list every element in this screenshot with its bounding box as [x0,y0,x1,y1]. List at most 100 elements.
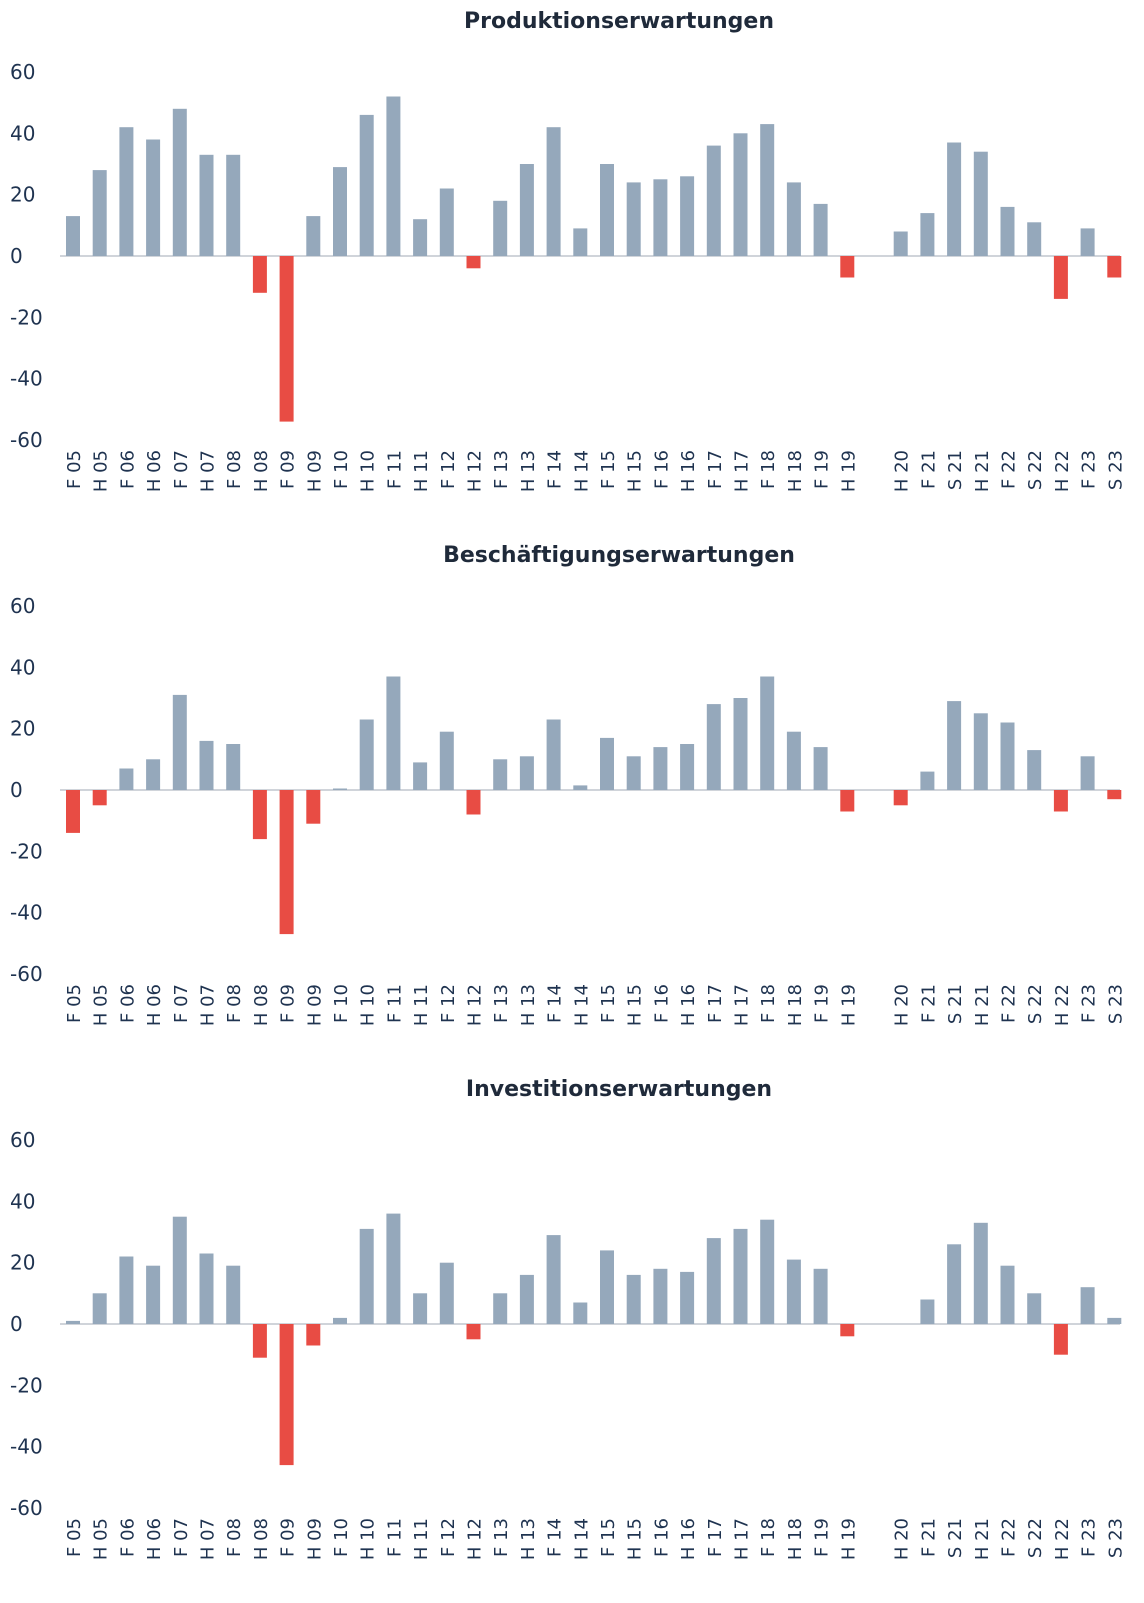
x-tick-label: H 15 [625,984,646,1026]
bar-H-20 [893,231,908,256]
x-tick-label: F 07 [171,984,192,1023]
x-tick-label: H 08 [251,450,272,492]
x-tick-label: F 22 [999,450,1020,489]
x-tick-label: S 22 [1025,984,1046,1024]
x-tick-label: F 10 [331,450,352,489]
x-tick-label: H 18 [785,1518,806,1560]
bar-F-17 [706,704,721,790]
x-tick-label: F 22 [999,1518,1020,1557]
y-tick-label: 60 [10,60,35,84]
bar-F-13 [493,200,508,256]
bar-F-12 [439,188,454,256]
bar-F-07 [172,694,187,790]
bar-H-14 [573,785,588,790]
bar-S-21 [947,1244,962,1324]
bar-F-18 [760,676,775,790]
x-tick-label: F 16 [651,1518,672,1557]
y-tick-label: 40 [10,1189,35,1213]
x-tick-label: H 22 [1052,1518,1073,1560]
bar-S-21 [947,142,962,256]
bar-H-15 [626,1274,641,1324]
x-tick-label: F 13 [491,984,512,1023]
bar-F-12 [439,731,454,790]
bar-H-15 [626,182,641,256]
bar-H-05 [92,790,107,806]
x-tick-label: H 21 [972,1518,993,1560]
bar-F-19 [813,747,828,790]
x-tick-label: F 22 [999,984,1020,1023]
x-tick-label: F 18 [758,450,779,489]
bar-F-11 [386,1213,401,1324]
x-tick-label: S 23 [1105,984,1126,1024]
bar-H-21 [973,713,988,790]
x-tick-label: F 12 [438,450,459,489]
chart-3: Investitionserwartungen 60 40 20 0 -20 -40 -60 F… [10,1077,1126,1560]
chart-2: Beschäftigungserwartungen 60 40 20 0 -20 -40 -6… [10,543,1126,1026]
bar-S-22 [1027,222,1042,256]
bar-S-23 [1107,256,1122,278]
x-tick-label: H 05 [91,1518,112,1560]
bar-F-06 [119,1256,134,1324]
bar-F-05 [66,790,80,833]
x-tick-label: F 08 [224,1518,245,1557]
bar-F-21 [920,1299,935,1324]
y-tick-label: -60 [10,428,43,452]
x-tick-label: H 15 [625,1518,646,1560]
x-tick-label: H 20 [892,1518,913,1560]
bar-H-06 [146,139,161,256]
bar-H-21 [973,151,988,256]
x-tick-label: F 14 [545,450,566,489]
x-tick-label: H 13 [518,1518,539,1560]
x-tick-label: F 19 [812,450,833,489]
x-tick-label: H 12 [465,984,486,1026]
x-tick-label: F 07 [171,1518,192,1557]
y-tick-label: 40 [10,655,35,679]
x-tick-label: H 05 [91,450,112,492]
bar-F-18 [760,1219,775,1324]
x-tick-label: F 21 [918,984,939,1023]
bar-H-18 [786,182,801,256]
bar-F-07 [172,1216,187,1324]
bar-H-09 [306,790,321,824]
x-tick-label: H 15 [625,450,646,492]
x-tick-label: F 10 [331,984,352,1023]
x-tick-label: H 21 [972,450,993,492]
x-tick-label: H 12 [465,450,486,492]
bar-F-18 [760,124,775,256]
x-tick-label: F 23 [1079,450,1100,489]
x-tick-label: F 08 [224,984,245,1023]
x-tick-label: H 17 [732,1518,753,1560]
bar-F-10 [333,1317,347,1324]
chart-title: Beschäftigungserwartungen [443,543,795,568]
bar-H-19 [840,790,855,812]
x-tick-label: F 11 [384,984,405,1023]
x-tick-label: S 21 [945,450,966,490]
bar-H-11 [413,219,428,256]
bar-F-15 [600,737,614,790]
bar-F-15 [600,164,614,256]
x-tick-label: H 09 [304,984,325,1026]
bar-H-10 [359,719,374,790]
x-tick-label: H 12 [465,1518,486,1560]
x-tick-label: S 21 [945,1518,966,1558]
bar-F-12 [439,1262,454,1324]
bar-H-17 [733,1228,748,1324]
bar-F-09 [279,256,294,422]
bar-F-16 [653,747,668,790]
bar-H-16 [680,744,695,790]
bar-F-09 [279,790,294,935]
bar-H-07 [199,1253,214,1324]
bar-H-18 [786,731,801,790]
bar-F-13 [493,1293,508,1324]
bar-H-22 [1053,1324,1068,1355]
x-tick-label: F 12 [438,1518,459,1557]
y-tick-label: -60 [10,1496,43,1520]
bar-H-06 [146,759,161,790]
y-tick-label: 20 [10,717,35,741]
bar-H-10 [359,1228,374,1324]
x-tick-label: H 07 [198,450,219,492]
x-tick-label: H 10 [358,984,379,1026]
bar-F-23 [1080,228,1095,256]
bar-H-13 [519,164,534,256]
bar-F-22 [1000,722,1015,790]
